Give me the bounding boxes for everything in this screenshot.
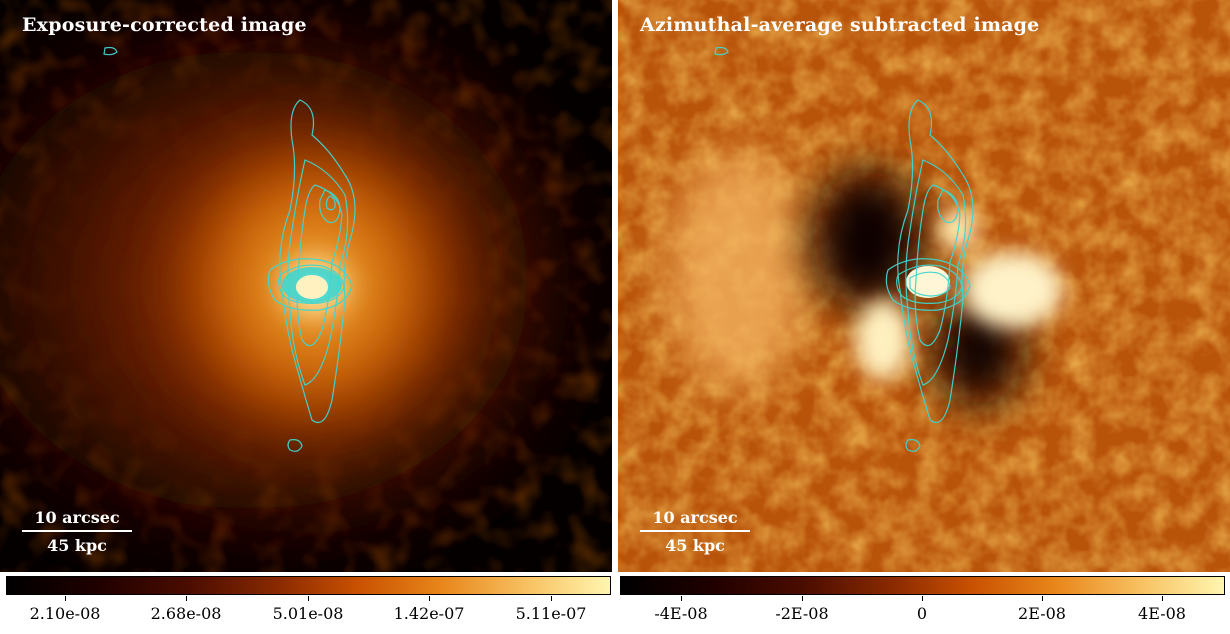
- scale-bar-line: [640, 530, 750, 532]
- exposure-corrected-panel: Exposure-corrected image 10 arcsec 45 kp…: [0, 0, 612, 572]
- scale-bar-arcsec-label: 10 arcsec: [652, 508, 738, 527]
- azimuthal-subtracted-panel: Azimuthal-average subtracted image 10 ar…: [618, 0, 1230, 572]
- radio-contours: [103, 46, 356, 452]
- scale-bar: 10 arcsec 45 kpc: [640, 508, 750, 556]
- panel-title: Azimuthal-average subtracted image: [640, 14, 1040, 36]
- colorbar-left-tick-label: 5.11e-07: [515, 604, 587, 623]
- panel-title: Exposure-corrected image: [22, 14, 307, 36]
- scale-bar-arcsec-label: 10 arcsec: [34, 508, 120, 527]
- colorbar-right-tick-label: 0: [916, 604, 928, 623]
- colorbar-right-tick-label: -2E-08: [775, 604, 829, 623]
- colorbar-left-tick: [65, 596, 66, 601]
- scale-bar-line: [22, 530, 132, 532]
- colorbar-left-tick-label: 5.01e-08: [272, 604, 344, 623]
- colorbar-right-tick: [1042, 596, 1043, 601]
- scale-bar-kpc-label: 45 kpc: [47, 536, 107, 555]
- colorbar-left-tick: [308, 596, 309, 601]
- colorbar-right-tick-label: 2E-08: [1018, 604, 1066, 623]
- colorbar-right-tick-label: 4E-08: [1138, 604, 1186, 623]
- colorbar-right: [620, 576, 1225, 595]
- radio-contours: [714, 46, 974, 452]
- colorbar-right-tick: [681, 596, 682, 601]
- azimuthal-subtracted-image: [618, 0, 1230, 572]
- colorbar-left-tick-label: 1.42e-07: [393, 604, 465, 623]
- colorbar-left-tick: [551, 596, 552, 601]
- colorbar-right-tick: [1162, 596, 1163, 601]
- colorbar-left: [6, 576, 611, 595]
- colorbar-right-tick-label: -4E-08: [654, 604, 708, 623]
- scale-bar: 10 arcsec 45 kpc: [22, 508, 132, 556]
- colorbar-left-tick: [186, 596, 187, 601]
- exposure-corrected-image: [0, 0, 612, 572]
- colorbar-right-tick: [922, 596, 923, 601]
- colorbar-right-tick: [802, 596, 803, 601]
- scale-bar-kpc-label: 45 kpc: [665, 536, 725, 555]
- colorbar-left-tick: [429, 596, 430, 601]
- colorbar-left-tick-label: 2.68e-08: [150, 604, 222, 623]
- colorbar-left-tick-label: 2.10e-08: [29, 604, 101, 623]
